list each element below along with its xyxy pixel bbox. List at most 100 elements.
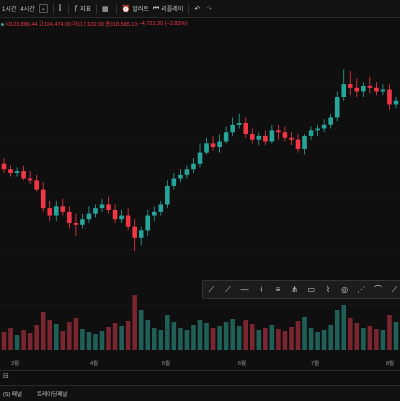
- candle-body: [171, 178, 177, 186]
- horizontal-line-icon[interactable]: ―: [240, 285, 249, 294]
- interval-4h[interactable]: 4시간: [20, 7, 35, 13]
- candle-body: [47, 208, 53, 216]
- candle-body: [1, 163, 7, 170]
- rectangle-icon[interactable]: ▭: [307, 285, 316, 294]
- trend-line-icon[interactable]: ⟋: [208, 284, 215, 294]
- ohlc-high: 고124,474.00: [38, 22, 72, 28]
- x-tick-label: 7월: [311, 361, 320, 367]
- layout-icon: ▦: [102, 5, 109, 13]
- volume-bar: [321, 330, 327, 350]
- candle-body: [269, 130, 275, 142]
- interval-dropdown[interactable]: ⌄: [37, 0, 50, 17]
- market-status-dot: [1, 22, 4, 26]
- volume-bar: [236, 326, 242, 350]
- candle-body: [204, 143, 209, 153]
- path-icon[interactable]: ⋰: [357, 285, 366, 294]
- pitchfork-icon[interactable]: ⋔: [291, 285, 298, 294]
- candle-body: [387, 89, 392, 105]
- candle-body: [341, 84, 347, 98]
- vertical-line-icon[interactable]: ⟊: [260, 284, 263, 294]
- toolbar-divider: [96, 3, 98, 14]
- volume-bar: [21, 330, 26, 350]
- candle-body: [191, 163, 196, 170]
- ray-icon[interactable]: ⟋: [225, 284, 231, 294]
- layout-button[interactable]: ▦: [100, 0, 113, 17]
- undo-button[interactable]: ↶: [192, 0, 204, 17]
- x-tick-label: 5월: [162, 361, 171, 367]
- top-toolbar: 1시간 4시간 ⌄ ⫿ ƒ 지표 ▦ ⏰ 알러트 ⏮ 리플레이 ↶ ↷: [0, 0, 400, 18]
- volume-bar: [302, 317, 307, 350]
- candle-body: [106, 204, 111, 210]
- undo-icon: ↶: [194, 5, 201, 13]
- alert-label: 알러트: [132, 7, 149, 13]
- candle-body: [334, 97, 340, 118]
- date-range-icon[interactable]: ⊟: [3, 373, 9, 380]
- volume-bar: [249, 324, 255, 350]
- volume-bar: [132, 295, 137, 350]
- candle-body: [125, 215, 131, 227]
- candle-body: [361, 85, 366, 92]
- more-icon[interactable]: ⟋: [391, 284, 398, 294]
- drawing-toolbar: ⟋ ⟋ ― ⟊ ≡ ⋔ ▭ ⌇ ◎ ⋰ ⌒ ⟋: [202, 280, 400, 299]
- volume-bar: [328, 325, 333, 350]
- candle-body: [236, 122, 242, 125]
- price-chart[interactable]: [0, 30, 400, 370]
- trading-panel-tab[interactable]: 트레이딩패널: [36, 391, 68, 398]
- candle-body: [184, 169, 190, 175]
- volume-bar: [289, 327, 294, 350]
- replay-button[interactable]: ⏮ 리플레이: [151, 0, 185, 17]
- fib-icon[interactable]: ≡: [275, 285, 281, 294]
- volume-bar: [276, 329, 281, 350]
- volume-bar: [171, 322, 177, 350]
- candle-body: [40, 189, 46, 209]
- candle-body: [282, 132, 288, 138]
- ohlc-change: −4,721.30 (−3.83%): [138, 21, 188, 27]
- indicators-label: 지표: [79, 7, 92, 13]
- candle-body: [295, 139, 301, 149]
- x-tick-label: 6월: [238, 361, 247, 367]
- volume-bar: [165, 315, 170, 350]
- brush-icon[interactable]: ⌇: [325, 285, 330, 294]
- timeframe-bar: ⊟: [0, 370, 400, 385]
- volume-bar: [151, 328, 157, 350]
- volume-bar: [263, 328, 268, 350]
- candle-body: [393, 100, 399, 105]
- candle-body: [158, 204, 164, 212]
- volume-bar: [334, 310, 340, 350]
- volume-bar: [8, 328, 13, 350]
- toolbar-divider: [188, 3, 190, 14]
- volume-bar: [347, 318, 353, 350]
- ellipse-icon[interactable]: ◎: [341, 285, 349, 294]
- candle-body: [93, 208, 98, 214]
- volume-bar: [315, 332, 320, 350]
- volume-bar: [380, 330, 386, 350]
- candle-body: [112, 210, 118, 220]
- candle-body: [230, 124, 235, 133]
- candle-body: [315, 128, 320, 131]
- arc-icon[interactable]: ⌒: [373, 285, 382, 294]
- panel-tab-left[interactable]: (S) 패널: [3, 391, 22, 398]
- candle-body: [217, 141, 222, 148]
- candle-body: [223, 132, 229, 142]
- candle-body: [328, 117, 333, 125]
- interval-1h[interactable]: 1시간: [2, 7, 17, 13]
- candle-body: [14, 171, 20, 173]
- volume-bar: [204, 323, 209, 350]
- indicators-icon: ƒ: [74, 5, 78, 12]
- bottom-panel-tabs: (S) 패널 트레이딩패널: [0, 385, 400, 401]
- candle-body: [21, 171, 26, 179]
- volume-bar: [361, 328, 366, 350]
- alert-button[interactable]: ⏰ 알러트: [120, 0, 151, 17]
- volume-bar: [282, 331, 288, 350]
- volume-bar: [367, 326, 373, 350]
- volume-bar: [73, 318, 79, 350]
- volume-bar: [138, 310, 144, 350]
- redo-button[interactable]: ↷: [204, 0, 216, 17]
- volume-bar: [34, 325, 39, 350]
- x-tick-label: 3월: [11, 361, 20, 367]
- candle-body: [86, 213, 92, 220]
- candle-body: [138, 230, 144, 238]
- indicators-button[interactable]: ƒ 지표: [72, 0, 93, 17]
- chart-type-button[interactable]: ⫿: [57, 0, 65, 17]
- volume-bar: [387, 315, 392, 350]
